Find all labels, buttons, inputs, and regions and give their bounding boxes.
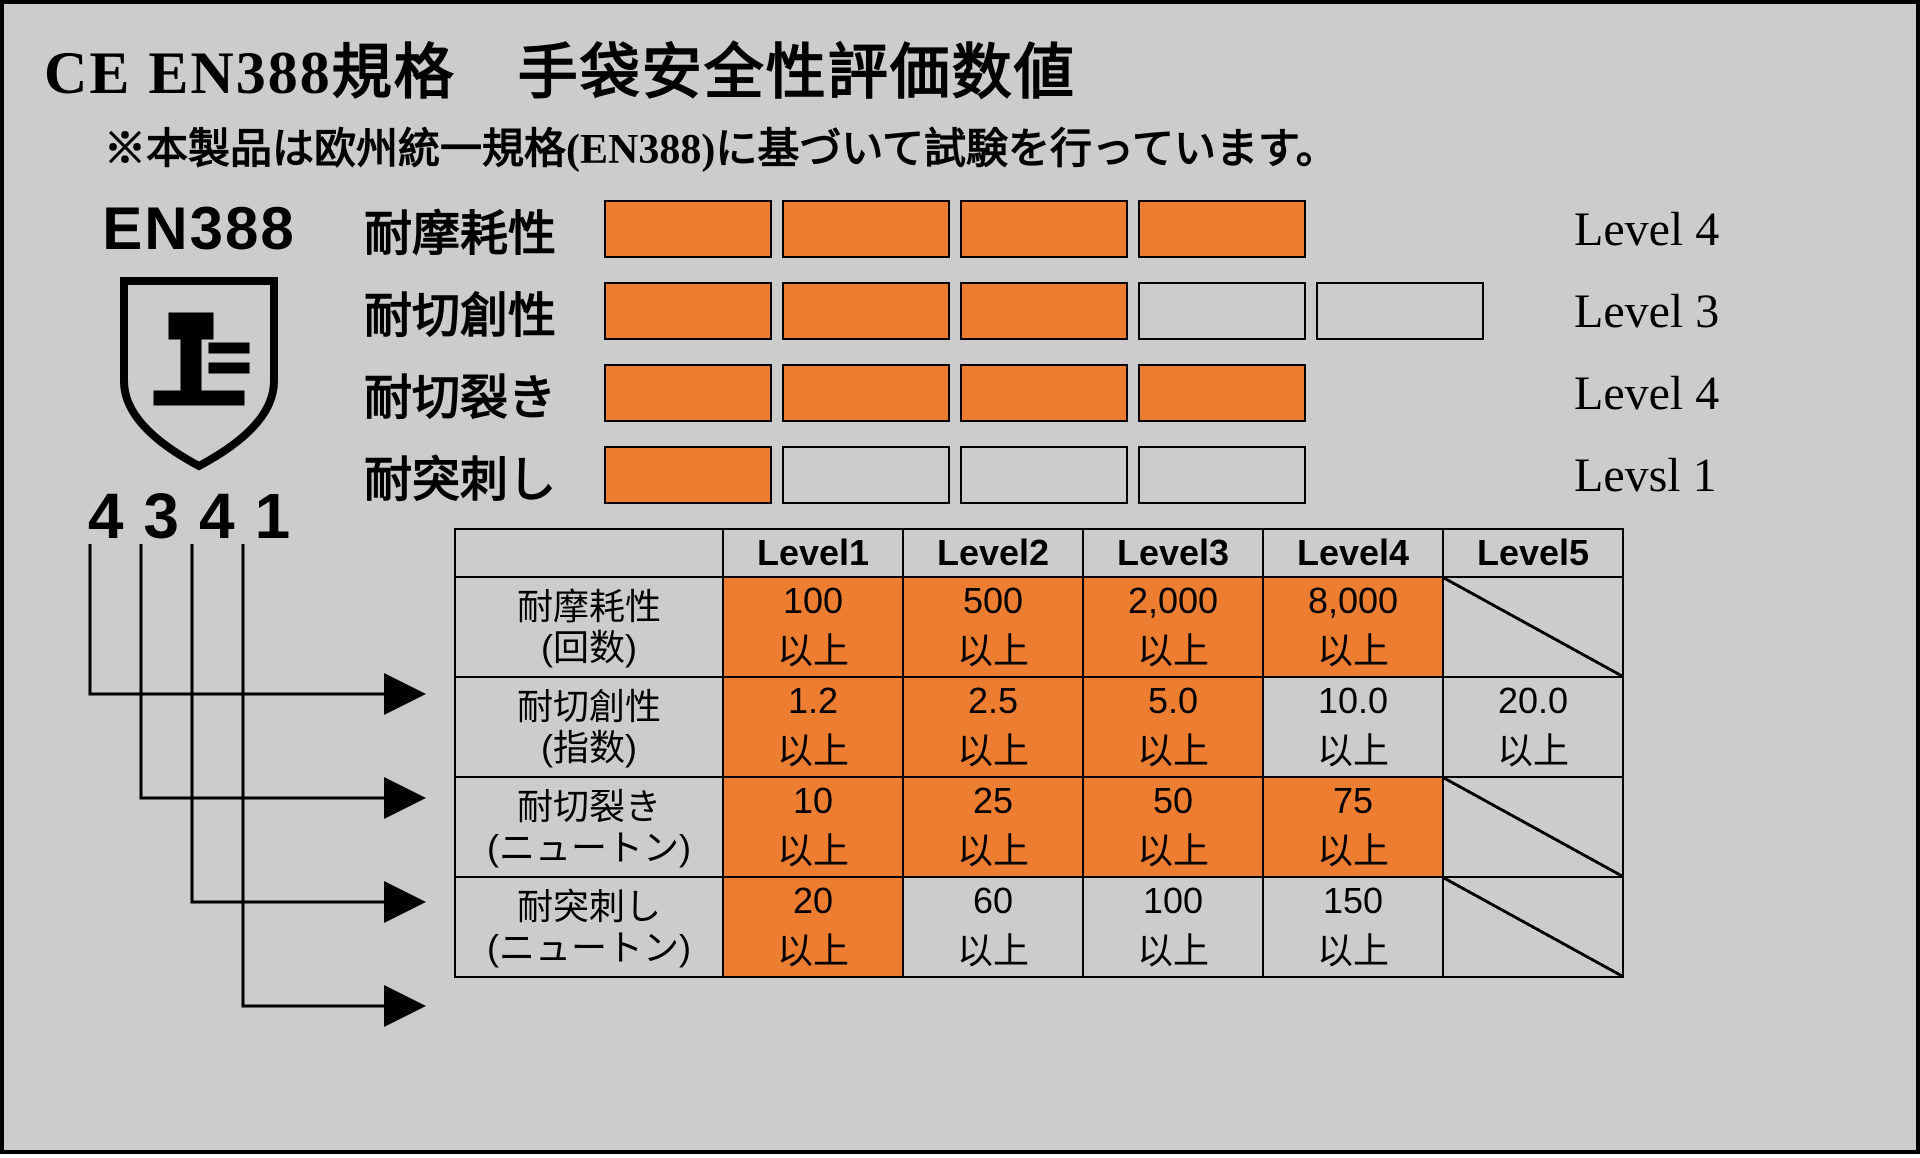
- rating-box: [1316, 364, 1484, 422]
- table-row: 耐摩耗性(回数)100以上500以上2,000以上8,000以上: [455, 577, 1623, 677]
- row-label: 耐突刺し(ニュートン): [455, 877, 723, 977]
- table-row: 耐切裂き(ニュートン)10以上25以上50以上75以上: [455, 777, 1623, 877]
- subtitle: ※本製品は欧州統一規格(EN388)に基づいて試験を行っています。: [104, 115, 1876, 176]
- table-cell: 2,000以上: [1083, 577, 1263, 677]
- rating-boxes: [604, 200, 1484, 258]
- rating-row: 耐切創性 Level 3: [364, 276, 1876, 346]
- table-cell: [1443, 877, 1623, 977]
- table-header: Level1: [723, 529, 903, 577]
- rating-box: [782, 200, 950, 258]
- level-text: Levsl 1: [1574, 448, 1717, 503]
- rating-row: 耐切裂き Level 4: [364, 358, 1876, 428]
- table-header: Level3: [1083, 529, 1263, 577]
- row-label: 耐摩耗性(回数): [455, 577, 723, 677]
- rating-boxes: [604, 282, 1484, 340]
- table-cell: 500以上: [903, 577, 1083, 677]
- rating-box: [960, 364, 1128, 422]
- table-cell: 2.5以上: [903, 677, 1083, 777]
- rating-box: [1138, 282, 1306, 340]
- table-cell: 25以上: [903, 777, 1083, 877]
- table-row: 耐突刺し(ニュートン)20以上60以上100以上150以上: [455, 877, 1623, 977]
- table-cell: [1443, 777, 1623, 877]
- table-cell: 50以上: [1083, 777, 1263, 877]
- rating-box: [782, 446, 950, 504]
- rating-box: [960, 282, 1128, 340]
- rating-boxes: [604, 446, 1484, 504]
- row-label: 耐切創性(指数): [455, 677, 723, 777]
- ratings-container: 耐摩耗性 Level 4 耐切創性 Level 3 耐切裂き Level 4 耐突刺し Lev…: [364, 194, 1876, 510]
- rating-box: [1316, 282, 1484, 340]
- table-cell: 150以上: [1263, 877, 1443, 977]
- table-cell: 10以上: [723, 777, 903, 877]
- rating-box: [604, 446, 772, 504]
- table-cell: 20以上: [723, 877, 903, 977]
- rating-label: 耐切創性: [364, 276, 604, 346]
- table-header: Level2: [903, 529, 1083, 577]
- rating-box: [960, 446, 1128, 504]
- table-cell: [1443, 577, 1623, 677]
- table-cell: 100以上: [1083, 877, 1263, 977]
- shield-icon: [109, 271, 289, 471]
- rating-box: [604, 200, 772, 258]
- row-label: 耐切裂き(ニュートン): [455, 777, 723, 877]
- rating-box: [1138, 200, 1306, 258]
- rating-box: [782, 364, 950, 422]
- rating-box: [604, 364, 772, 422]
- rating-label: 耐切裂き: [364, 358, 604, 428]
- table-row: 耐切創性(指数)1.2以上2.5以上5.0以上10.0以上20.0以上: [455, 677, 1623, 777]
- rating-box: [1138, 446, 1306, 504]
- level-text: Level 4: [1574, 202, 1719, 257]
- level-text: Level 3: [1574, 284, 1719, 339]
- table-header: [455, 529, 723, 577]
- rating-box: [604, 282, 772, 340]
- level-text: Level 4: [1574, 366, 1719, 421]
- table-cell: 5.0以上: [1083, 677, 1263, 777]
- rating-box: [1138, 364, 1306, 422]
- table-cell: 1.2以上: [723, 677, 903, 777]
- table-cell: 8,000以上: [1263, 577, 1443, 677]
- main-title: CE EN388規格 手袋安全性評価数値: [44, 24, 1876, 111]
- rating-box: [782, 282, 950, 340]
- table-wrap: Level1Level2Level3Level4Level5耐摩耗性(回数)10…: [454, 528, 1876, 978]
- rating-code: 4341: [44, 479, 354, 553]
- en388-infographic: CE EN388規格 手袋安全性評価数値 ※本製品は欧州統一規格(EN388)に…: [0, 0, 1920, 1154]
- rating-row: 耐突刺し Levsl 1: [364, 440, 1876, 510]
- rating-box: [1316, 200, 1484, 258]
- rating-label: 耐摩耗性: [364, 194, 604, 264]
- standard-label: EN388: [44, 194, 354, 263]
- table-cell: 75以上: [1263, 777, 1443, 877]
- right-column: 耐摩耗性 Level 4 耐切創性 Level 3 耐切裂き Level 4 耐突刺し Lev…: [354, 194, 1876, 978]
- table-cell: 60以上: [903, 877, 1083, 977]
- table-header: Level4: [1263, 529, 1443, 577]
- left-column: EN388 4341: [44, 194, 354, 978]
- table-header: Level5: [1443, 529, 1623, 577]
- main-content: EN388 4341 耐摩耗性 Level 4 耐切創性 Level 3 耐切裂き Lev…: [44, 194, 1876, 978]
- rating-box: [960, 200, 1128, 258]
- rating-label: 耐突刺し: [364, 440, 604, 510]
- table-cell: 100以上: [723, 577, 903, 677]
- table-cell: 20.0以上: [1443, 677, 1623, 777]
- rating-box: [1316, 446, 1484, 504]
- rating-boxes: [604, 364, 1484, 422]
- rating-row: 耐摩耗性 Level 4: [364, 194, 1876, 264]
- spec-table: Level1Level2Level3Level4Level5耐摩耗性(回数)10…: [454, 528, 1624, 978]
- table-cell: 10.0以上: [1263, 677, 1443, 777]
